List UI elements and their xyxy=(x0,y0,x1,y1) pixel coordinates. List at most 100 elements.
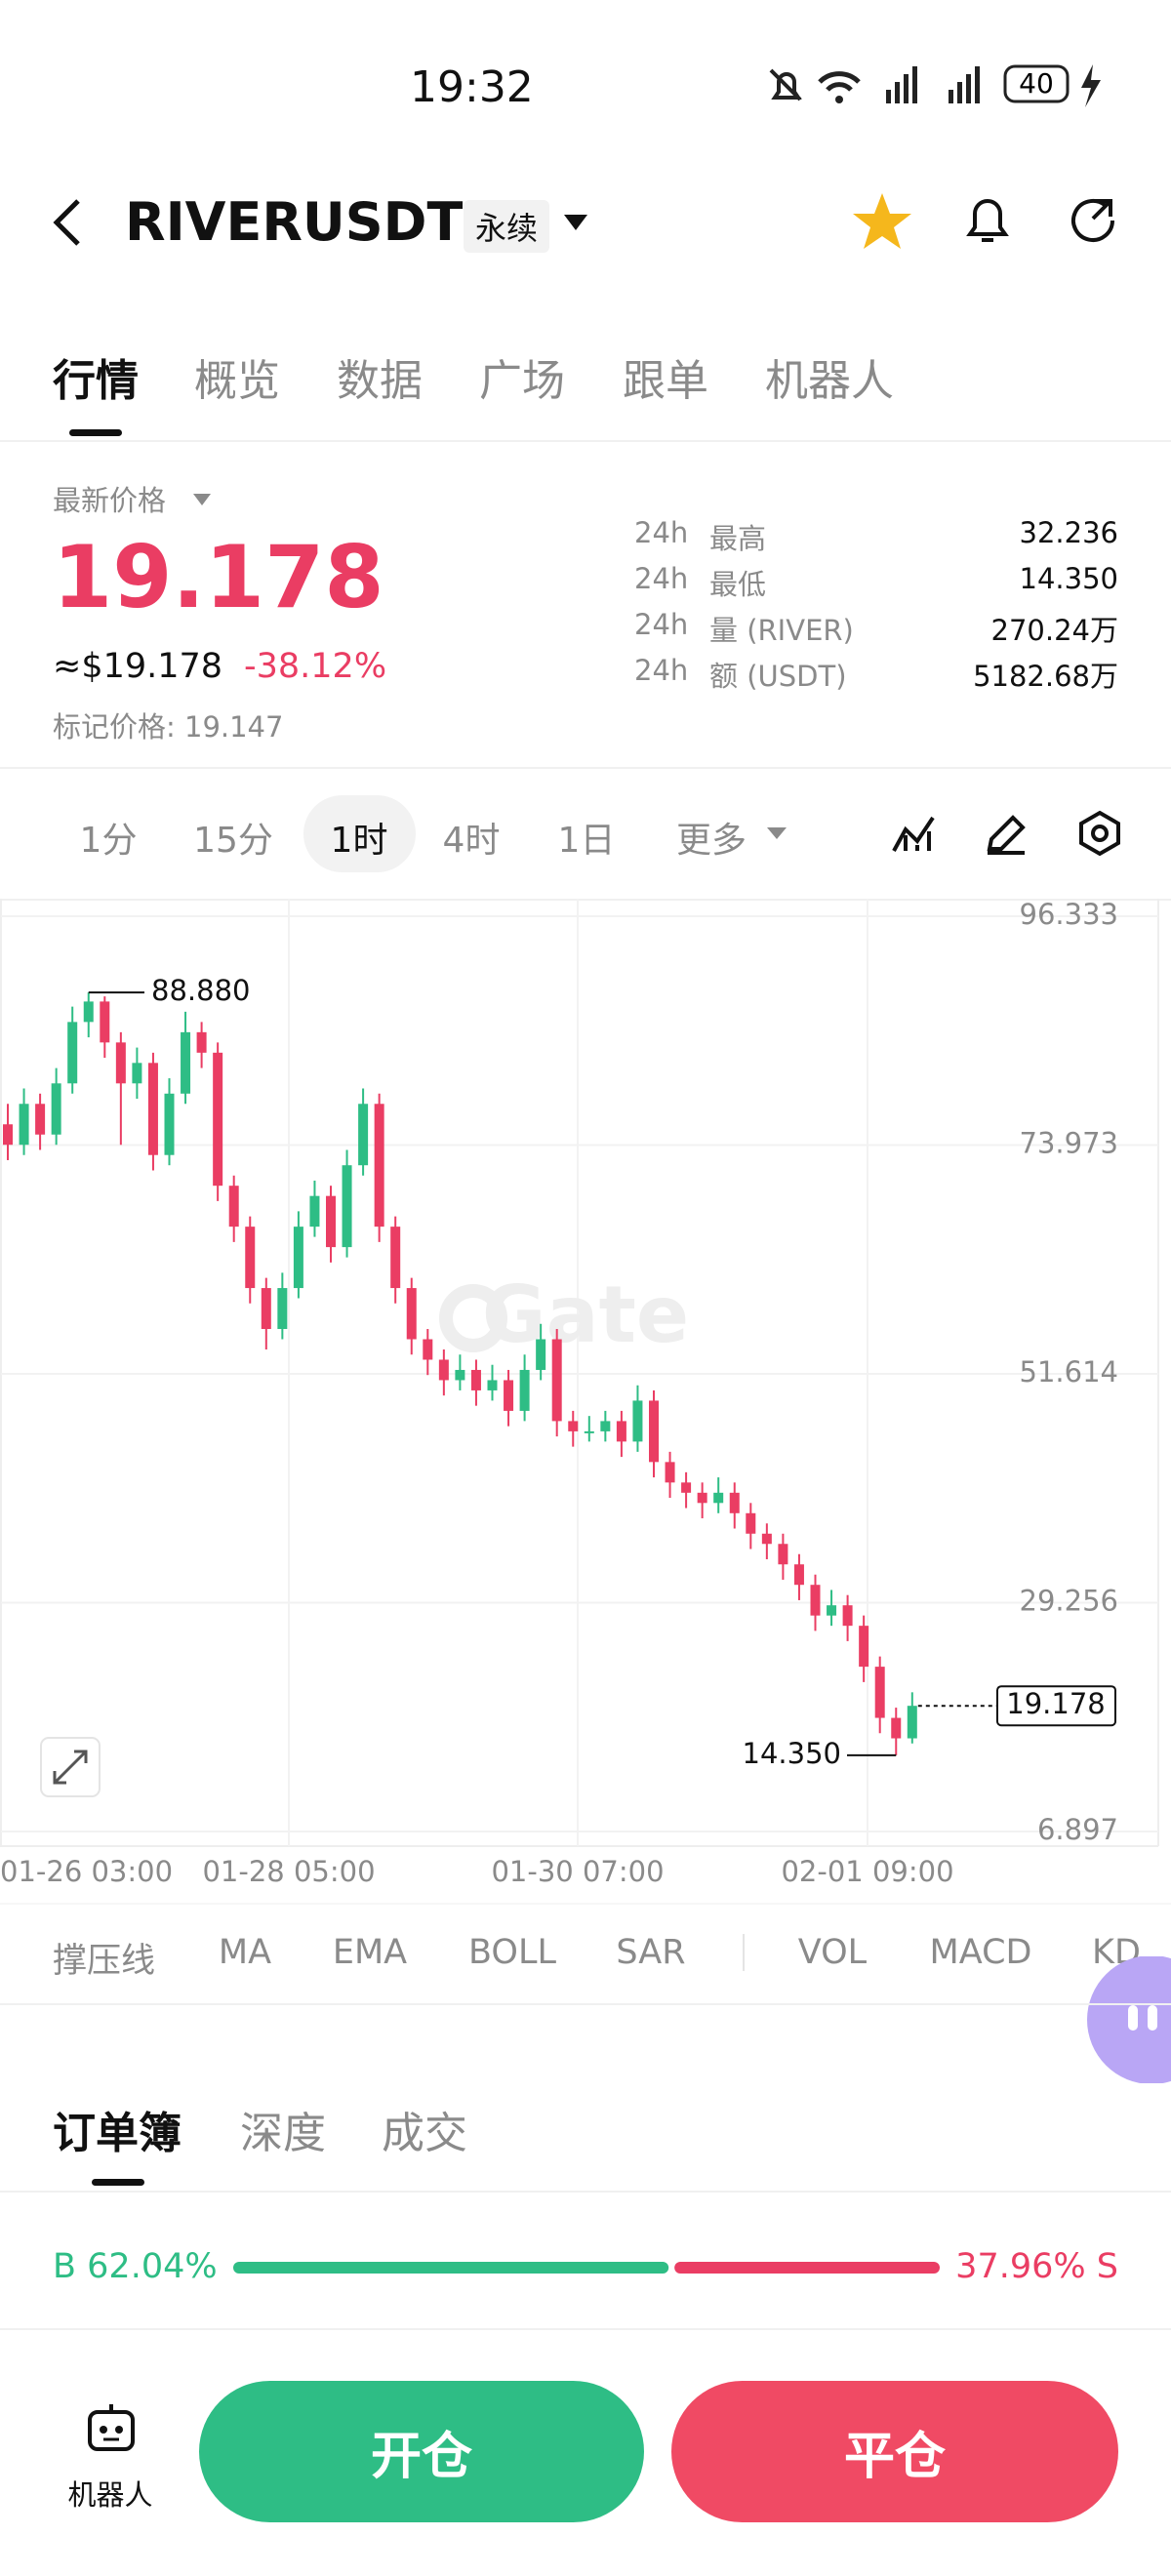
timeframe[interactable]: 4时 xyxy=(442,821,501,861)
last-price-box xyxy=(996,1685,1116,1727)
contract-tag: 永续 xyxy=(464,200,550,253)
candle-body xyxy=(584,1430,594,1433)
robot-label[interactable]: 机器人 xyxy=(67,2478,153,2512)
y-tick-label: 96.333 xyxy=(1020,899,1118,931)
status-icons: 40 xyxy=(769,64,1101,107)
candle-body xyxy=(374,1104,384,1228)
buy-percent: 62.04% xyxy=(87,2247,218,2286)
candle-body xyxy=(196,1031,207,1053)
alert-bell[interactable] xyxy=(960,191,1015,250)
stat-period: 24h xyxy=(634,562,689,595)
separator xyxy=(743,1934,745,1971)
stat-label: 最高 xyxy=(709,522,767,555)
indicator[interactable]: MACD xyxy=(929,1933,1032,1972)
robot-icon[interactable] xyxy=(84,2400,139,2455)
last-price: 19.178 xyxy=(53,527,384,627)
ratio-bar xyxy=(233,2262,940,2274)
indicator[interactable]: SAR xyxy=(616,1933,686,1972)
tab-indicator xyxy=(69,429,122,436)
tab[interactable]: 行情 xyxy=(53,356,139,406)
indicator[interactable]: 撑压线 xyxy=(53,1942,156,1981)
indicator-icon[interactable] xyxy=(890,812,937,855)
timeframe[interactable]: 15分 xyxy=(193,821,273,861)
candle-body xyxy=(810,1585,821,1616)
candle-body xyxy=(293,1227,303,1289)
candle-body xyxy=(132,1063,142,1084)
candle-body xyxy=(326,1195,336,1248)
y-tick-label: 6.897 xyxy=(1037,1813,1118,1846)
tab[interactable]: 数据 xyxy=(337,356,423,406)
indicator[interactable]: MA xyxy=(218,1933,272,1972)
y-tick-label: 51.614 xyxy=(1020,1355,1118,1389)
stat-period: 24h xyxy=(634,608,689,641)
candle-body xyxy=(213,1052,223,1187)
stat-label: 最低 xyxy=(709,568,767,601)
candle-body xyxy=(342,1165,352,1248)
candle-body xyxy=(729,1492,740,1513)
stat-label: 额 (USDT) xyxy=(709,660,847,693)
dropdown-icon[interactable] xyxy=(191,492,213,507)
y-tick-label: 73.973 xyxy=(1020,1127,1118,1160)
sell-percent: 37.96% xyxy=(955,2247,1086,2286)
share-icon[interactable] xyxy=(1066,193,1120,248)
indicator[interactable]: VOL xyxy=(797,1933,868,1972)
indicator[interactable]: BOLL xyxy=(468,1933,556,1972)
timeframe[interactable]: 1分 xyxy=(79,821,138,861)
tab[interactable]: 机器人 xyxy=(765,356,894,406)
tab[interactable]: 广场 xyxy=(479,356,565,406)
timeframe[interactable]: 1时 xyxy=(330,821,388,861)
orderbook-tab[interactable]: 深度 xyxy=(240,2109,326,2158)
candle-body xyxy=(761,1533,772,1545)
indicator[interactable]: EMA xyxy=(332,1933,408,1972)
candle-body xyxy=(536,1339,546,1370)
orderbook-tab[interactable]: 成交 xyxy=(382,2109,467,2158)
battery-level: 40 xyxy=(1019,67,1054,100)
back-button[interactable] xyxy=(49,195,88,250)
candle-body xyxy=(793,1564,804,1586)
candle-body xyxy=(83,1001,94,1023)
divider xyxy=(0,2328,1171,2330)
low-label: 14.350 xyxy=(743,1737,841,1770)
settings-icon[interactable] xyxy=(1077,810,1122,857)
candle-body xyxy=(19,1104,29,1146)
dropdown-icon[interactable] xyxy=(765,825,788,841)
candle-body xyxy=(568,1421,579,1431)
watermark: Gate xyxy=(482,1269,689,1360)
candle-body xyxy=(713,1492,724,1504)
orderbook-tab[interactable]: 订单簿 xyxy=(53,2109,182,2158)
sell-label: S xyxy=(1096,2247,1118,2286)
pair-title[interactable]: RIVERUSDT xyxy=(125,191,464,253)
candle-body xyxy=(228,1186,239,1228)
open-position-button[interactable]: 开仓 xyxy=(199,2381,644,2522)
candle-body xyxy=(423,1339,433,1360)
candle-body xyxy=(551,1339,562,1422)
stat-value: 5182.68万 xyxy=(973,660,1118,693)
stat-period: 24h xyxy=(634,516,689,549)
dropdown-icon[interactable] xyxy=(562,213,589,232)
candle-body xyxy=(649,1400,659,1463)
stat-label: 量 (RIVER) xyxy=(709,614,854,647)
mark-price: 标记价格: 19.147 xyxy=(53,710,284,744)
stat-period: 24h xyxy=(634,654,689,687)
tab[interactable]: 概览 xyxy=(194,356,280,406)
candle-body xyxy=(616,1421,626,1442)
candle-body xyxy=(100,1001,110,1043)
usd-price: ≈$19.178 xyxy=(53,647,223,686)
x-tick-label: 02-01 09:00 xyxy=(781,1855,953,1888)
timeframe[interactable]: 1日 xyxy=(557,821,616,861)
candle-body xyxy=(438,1359,449,1381)
y-tick-label: 29.256 xyxy=(1020,1585,1118,1618)
stat-value: 270.24万 xyxy=(990,614,1118,647)
draw-tool-icon[interactable] xyxy=(984,812,1029,857)
close-position-button[interactable]: 平仓 xyxy=(671,2381,1118,2522)
assistant-bubble[interactable] xyxy=(1085,1956,1171,2083)
candle-body xyxy=(600,1421,611,1431)
candle-body xyxy=(115,1042,126,1084)
favorite-star[interactable] xyxy=(851,191,913,252)
candle-body xyxy=(164,1093,175,1155)
x-tick-label: 01-26 03:00 xyxy=(0,1855,173,1888)
candle-body xyxy=(891,1717,902,1739)
tab[interactable]: 跟单 xyxy=(623,356,708,406)
timeframe[interactable]: 更多 xyxy=(675,821,747,861)
